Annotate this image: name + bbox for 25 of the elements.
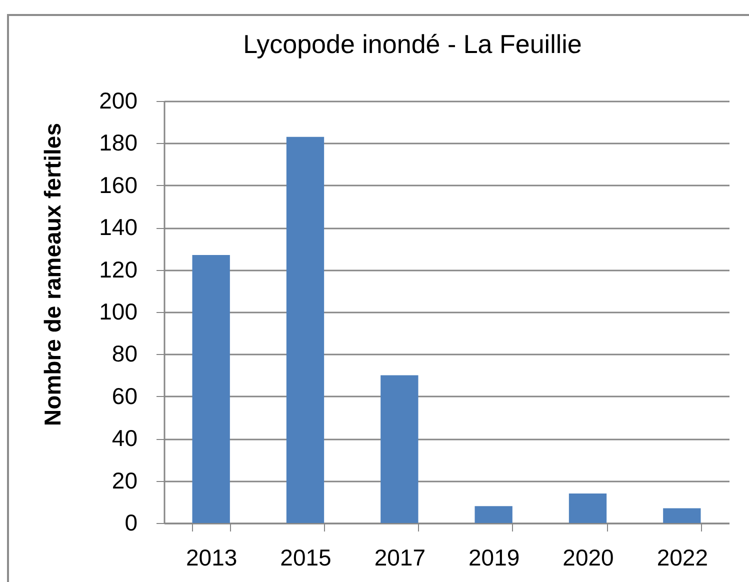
bar: [663, 508, 701, 523]
y-tick-label: 80: [112, 340, 138, 367]
y-tick-label: 40: [112, 425, 138, 452]
bar: [568, 493, 607, 523]
y-tick-label: 100: [99, 298, 138, 324]
x-tick-label: 2020: [562, 544, 614, 570]
bar: [192, 255, 230, 523]
y-tick-label: 200: [99, 88, 138, 114]
y-axis-title: Nombre de rameaux fertiles: [40, 123, 66, 426]
y-tick-label: 60: [112, 382, 138, 409]
x-tick-label: 2013: [186, 544, 238, 570]
y-tick-label: 160: [99, 172, 138, 198]
x-tick-label: 2017: [374, 544, 426, 570]
y-tick-label: 180: [99, 130, 138, 156]
chart-title: Lycopode inondé - La Feuillie: [243, 29, 582, 59]
x-tick-label: 2015: [280, 544, 332, 570]
x-tick-label: 2022: [656, 544, 708, 570]
y-tick-label: 140: [99, 214, 138, 240]
x-tick-label: 2019: [468, 544, 520, 570]
bar: [286, 136, 324, 523]
y-tick-label: 120: [99, 256, 138, 282]
bar: [474, 506, 512, 523]
y-tick-label: 20: [112, 467, 138, 494]
y-tick-label: 0: [124, 510, 138, 536]
bar: [380, 375, 418, 523]
